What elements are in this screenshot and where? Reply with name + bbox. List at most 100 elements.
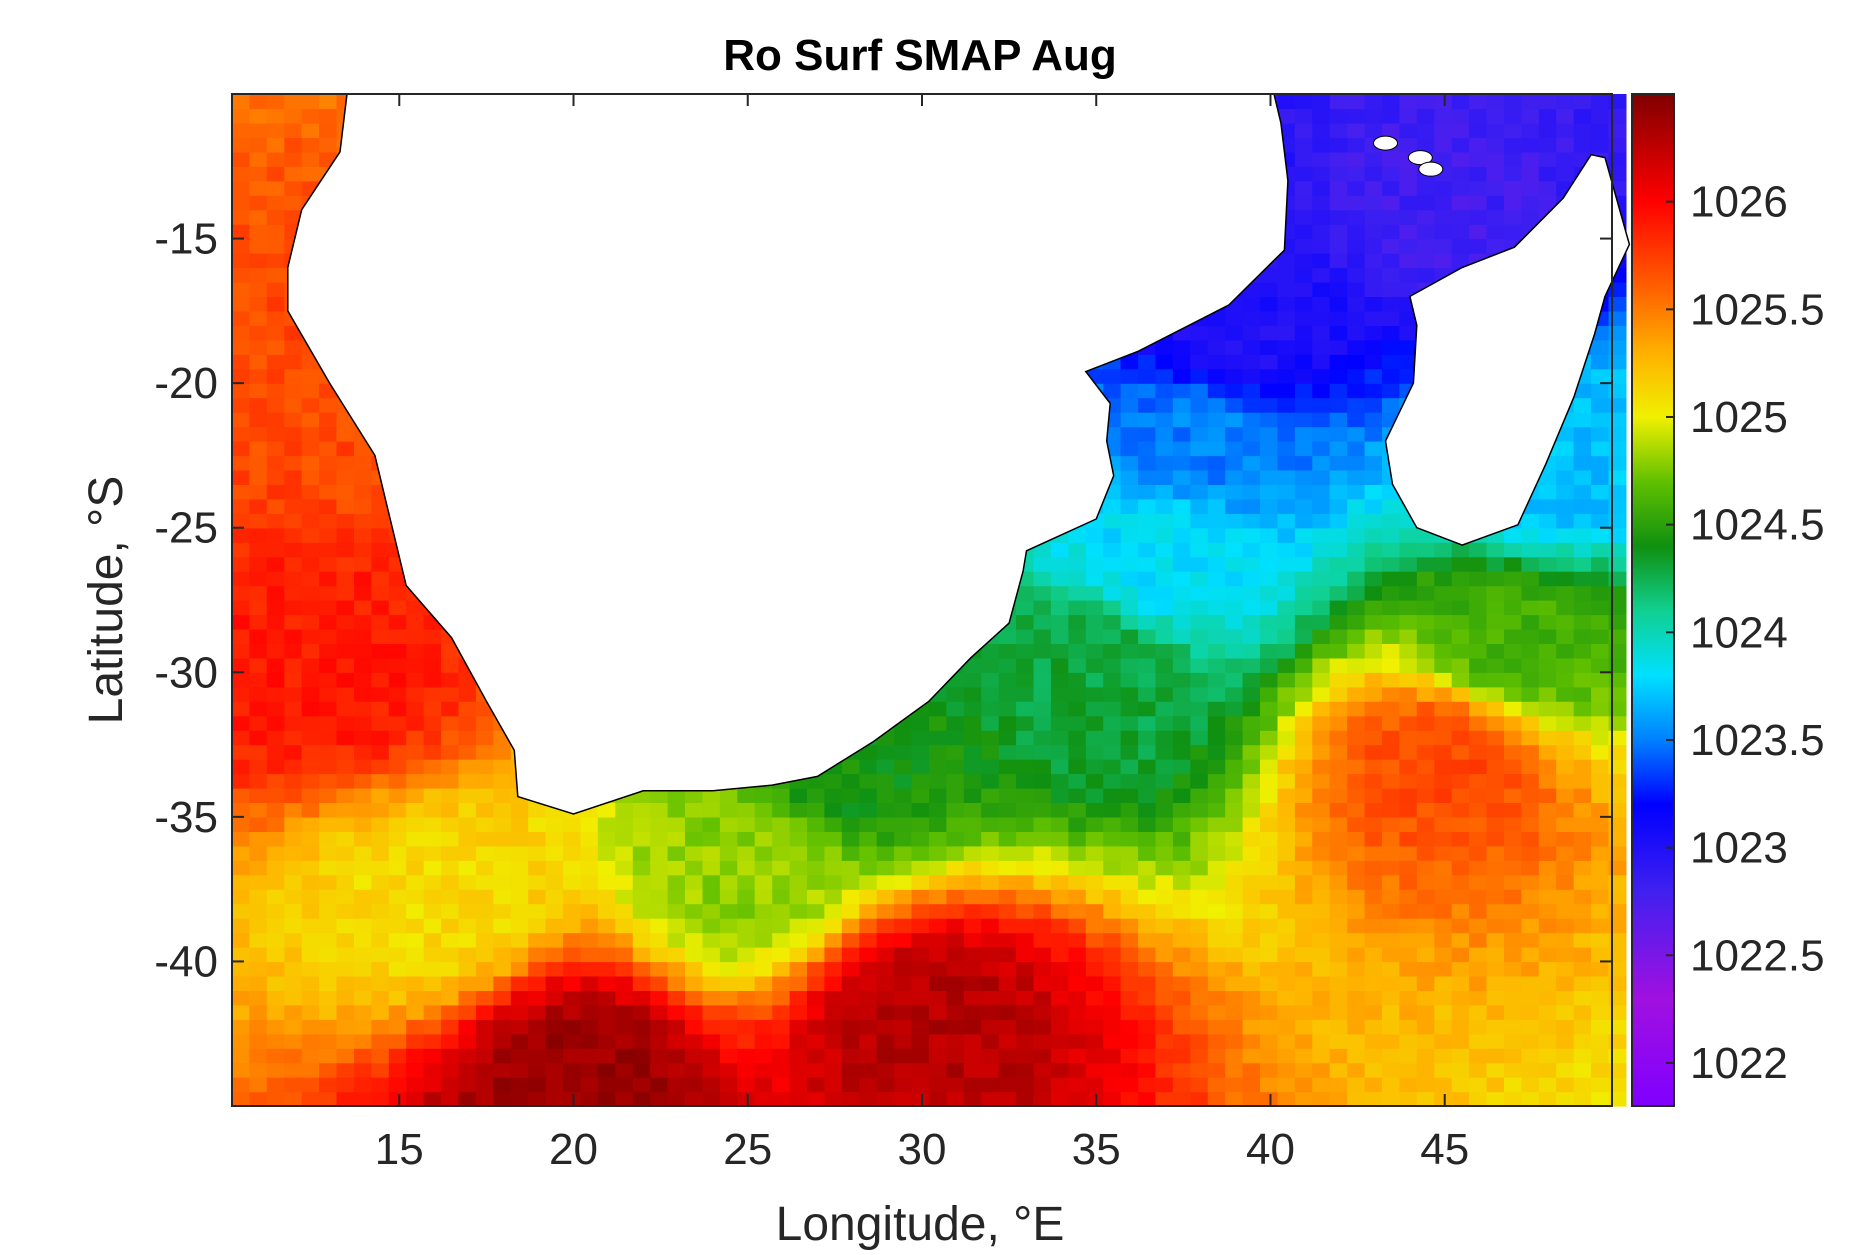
- heatmap-cell: [981, 816, 1000, 832]
- heatmap-cell: [1434, 759, 1453, 775]
- heatmap-cell: [1207, 686, 1226, 702]
- heatmap-cell: [266, 224, 285, 240]
- heatmap-cell: [1033, 643, 1052, 659]
- heatmap-cell: [1068, 874, 1087, 890]
- heatmap-cell: [1050, 1062, 1069, 1078]
- heatmap-cell: [1085, 845, 1104, 861]
- heatmap-cell: [232, 296, 250, 312]
- heatmap-cell: [1312, 1004, 1331, 1020]
- heatmap-cell: [1277, 975, 1296, 991]
- heatmap-cell: [406, 903, 425, 919]
- heatmap-cell: [1329, 253, 1348, 269]
- heatmap-cell: [563, 1004, 582, 1020]
- heatmap-cell: [632, 1033, 651, 1049]
- heatmap-cell: [963, 1091, 982, 1107]
- heatmap-cell: [1120, 831, 1139, 847]
- heatmap-cell: [1190, 600, 1209, 616]
- heatmap-cell: [1434, 571, 1453, 587]
- heatmap-cell: [232, 990, 250, 1006]
- heatmap-cell: [284, 730, 303, 746]
- heatmap-cell: [1382, 281, 1400, 297]
- heatmap-cell: [894, 1019, 913, 1035]
- heatmap-cell: [1120, 1048, 1139, 1064]
- heatmap-cell: [1294, 903, 1313, 919]
- heatmap-cell: [545, 903, 564, 919]
- heatmap-cell: [772, 1033, 791, 1049]
- heatmap-cell: [249, 137, 268, 153]
- heatmap-cell: [998, 715, 1017, 731]
- heatmap-cell: [1364, 831, 1383, 847]
- heatmap-cell: [1434, 961, 1453, 977]
- heatmap-cell: [1260, 513, 1278, 529]
- heatmap-cell: [1294, 643, 1313, 659]
- heatmap-cell: [1469, 874, 1488, 890]
- heatmap-cell: [1016, 1004, 1035, 1020]
- heatmap-cell: [667, 845, 686, 861]
- heatmap-cell: [737, 787, 756, 803]
- heatmap-cell: [1329, 686, 1348, 702]
- heatmap-cell: [1068, 715, 1087, 731]
- heatmap-cell: [1382, 122, 1400, 138]
- heatmap-cell: [1207, 383, 1226, 399]
- heatmap-cell: [266, 759, 285, 775]
- heatmap-cell: [1120, 1033, 1139, 1049]
- heatmap-cell: [545, 947, 564, 963]
- heatmap-cell: [232, 195, 250, 211]
- heatmap-cell: [510, 990, 529, 1006]
- heatmap-cell: [580, 975, 599, 991]
- heatmap-cell: [1016, 831, 1035, 847]
- heatmap-cell: [632, 1004, 651, 1020]
- heatmap-cell: [1451, 816, 1470, 832]
- heatmap-cell: [232, 860, 250, 876]
- heatmap-cell: [1207, 744, 1226, 760]
- heatmap-cell: [1068, 628, 1087, 644]
- heatmap-cell: [1033, 585, 1052, 601]
- heatmap-cell: [597, 961, 616, 977]
- heatmap-cell: [702, 816, 721, 832]
- heatmap-cell: [1329, 310, 1348, 326]
- heatmap-cell: [336, 975, 355, 991]
- heatmap-cell: [632, 918, 651, 934]
- heatmap-cell: [284, 527, 303, 543]
- heatmap-cell: [249, 614, 268, 630]
- heatmap-cell: [597, 1004, 616, 1020]
- heatmap-cell: [1294, 802, 1313, 818]
- heatmap-cell: [1347, 600, 1366, 616]
- heatmap-cell: [1050, 975, 1069, 991]
- heatmap-cell: [371, 614, 390, 630]
- heatmap-cell: [545, 831, 564, 847]
- heatmap-cell: [1312, 1019, 1331, 1035]
- heatmap-cell: [232, 918, 250, 934]
- heatmap-cell: [1364, 990, 1383, 1006]
- heatmap-cell: [1364, 412, 1383, 428]
- heatmap-cell: [911, 759, 930, 775]
- heatmap-cell: [266, 571, 285, 587]
- heatmap-cell: [1033, 1077, 1052, 1093]
- heatmap-cell: [510, 903, 529, 919]
- heatmap-cell: [301, 122, 320, 138]
- heatmap-cell: [1155, 455, 1174, 471]
- heatmap-cell: [1225, 397, 1244, 413]
- heatmap-cell: [1329, 947, 1348, 963]
- heatmap-cell: [1103, 975, 1122, 991]
- heatmap-cell: [1068, 759, 1087, 775]
- heatmap-cell: [1172, 802, 1191, 818]
- heatmap-cell: [841, 961, 860, 977]
- heatmap-cell: [1347, 1062, 1366, 1078]
- heatmap-cell: [301, 787, 320, 803]
- heatmap-cell: [1347, 1004, 1366, 1020]
- heatmap-cell: [981, 831, 1000, 847]
- heatmap-cell: [371, 686, 390, 702]
- heatmap-cell: [1451, 975, 1470, 991]
- heatmap-cell: [1190, 397, 1209, 413]
- heatmap-cell: [336, 469, 355, 485]
- heatmap-cell: [1294, 238, 1313, 254]
- heatmap-cell: [1172, 831, 1191, 847]
- heatmap-cell: [336, 860, 355, 876]
- heatmap-cell: [998, 860, 1017, 876]
- heatmap-cell: [1225, 600, 1244, 616]
- heatmap-cell: [1225, 426, 1244, 442]
- heatmap-cell: [946, 860, 965, 876]
- heatmap-cell: [929, 730, 947, 746]
- heatmap-cell: [1364, 325, 1383, 341]
